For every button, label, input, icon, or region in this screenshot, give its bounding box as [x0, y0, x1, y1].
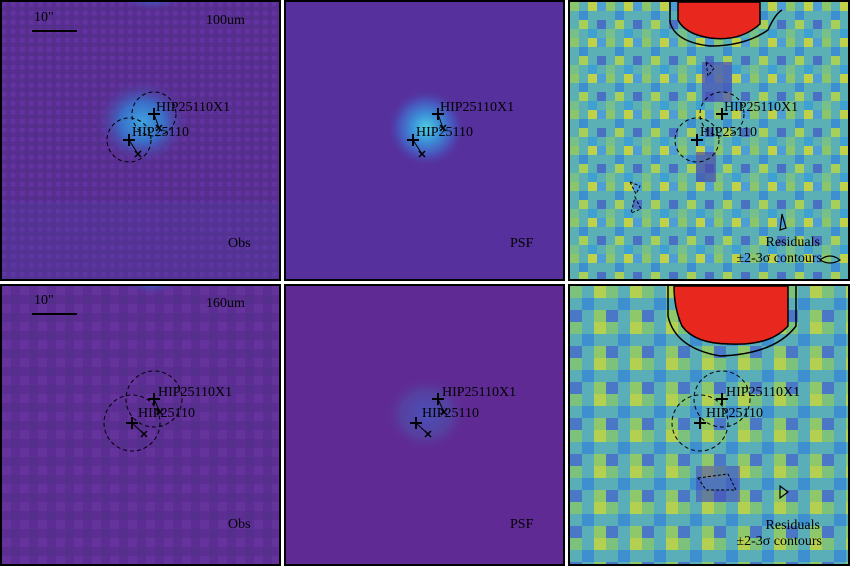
- obs-160um-panel: 10" 160um HIP25110X1 HIP25110 Obs: [0, 284, 281, 566]
- source-label-main: HIP25110: [138, 406, 196, 421]
- obs-100um-image: [2, 2, 279, 279]
- obs-160um-image: [2, 286, 279, 564]
- source-label-main: HIP25110: [700, 125, 758, 140]
- residuals-100um-image: [570, 2, 848, 279]
- panel-label-line2: ±2-3σ contours: [736, 251, 822, 266]
- residuals-160um-panel: HIP25110X1 HIP25110 Residuals ±2-3σ cont…: [568, 284, 850, 566]
- source-label-x1: HIP25110X1: [726, 385, 801, 400]
- source-label-x1: HIP25110X1: [440, 100, 515, 115]
- residuals-100um-panel: HIP25110X1 HIP25110 Residuals ±2-3σ cont…: [568, 0, 850, 281]
- panel-label-line1: Residuals: [765, 518, 820, 533]
- panel-label: PSF: [510, 236, 534, 251]
- source-label-main: HIP25110: [706, 406, 764, 421]
- scale-bar-label: 10": [34, 10, 54, 25]
- psf-160um-image: [286, 286, 563, 564]
- source-label-x1: HIP25110X1: [442, 385, 517, 400]
- source-label-main: HIP25110: [416, 125, 474, 140]
- source-label-x1: HIP25110X1: [156, 100, 231, 115]
- obs-100um-panel: 10" 100um HIP25110X1 HIP25110 Obs: [0, 0, 281, 281]
- panel-label: Obs: [228, 517, 251, 532]
- source-label-x1: HIP25110X1: [724, 100, 799, 115]
- residuals-160um-image: [570, 286, 848, 564]
- source-label-main: HIP25110: [422, 406, 480, 421]
- psf-100um-panel: HIP25110X1 HIP25110 PSF: [284, 0, 565, 281]
- panel-label-line2: ±2-3σ contours: [736, 534, 822, 549]
- psf-100um-image: [286, 2, 563, 279]
- band-label: 100um: [206, 13, 245, 28]
- scale-bar-label: 10": [34, 293, 54, 308]
- band-label: 160um: [206, 296, 245, 311]
- psf-160um-panel: HIP25110X1 HIP25110 PSF: [284, 284, 565, 566]
- source-aperture-main: [106, 117, 152, 163]
- source-label-main: HIP25110: [132, 125, 190, 140]
- panel-label-line1: Residuals: [765, 235, 820, 250]
- panel-label: Obs: [228, 236, 251, 251]
- panel-label: PSF: [510, 517, 534, 532]
- source-aperture-x1: [131, 91, 177, 137]
- source-label-x1: HIP25110X1: [158, 385, 233, 400]
